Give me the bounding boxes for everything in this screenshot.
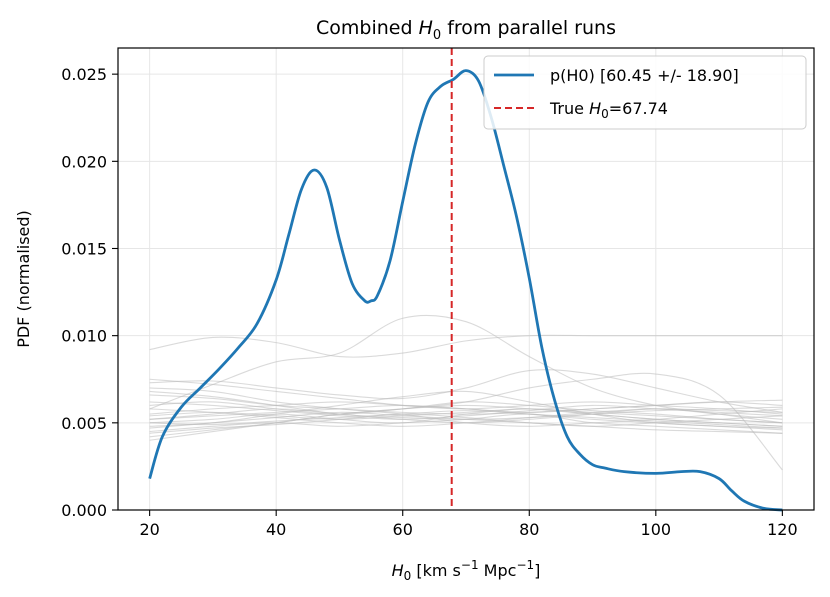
xlabel-subscript: 0 <box>404 569 412 583</box>
main-lines <box>148 48 783 512</box>
legend-true-symbol: H <box>589 99 601 118</box>
y-tick-label: 0.010 <box>61 327 107 346</box>
run-pdf-line <box>149 404 783 438</box>
axis-ticks: 20 40 60 80 100 120 0.000 0.005 0.010 0.015 0.020 0… <box>61 65 797 539</box>
run-pdf-line <box>149 369 783 413</box>
y-axis-label: PDF (normalised) <box>14 210 33 348</box>
xlabel-symbol: H <box>392 561 404 580</box>
title-symbol: H <box>419 17 433 39</box>
run-pdf-line <box>149 413 783 434</box>
run-pdf-line <box>149 390 783 420</box>
x-tick-label: 40 <box>266 520 286 539</box>
xlabel-unit-b: Mpc <box>479 561 517 580</box>
xlabel-superscript-1: −1 <box>461 558 479 572</box>
y-tick-label: 0.015 <box>61 239 107 258</box>
chart-title: Combined H0 from parallel runs <box>316 17 616 43</box>
y-tick-label: 0.025 <box>61 65 107 84</box>
run-pdf-line <box>149 408 783 427</box>
x-tick-label: 100 <box>641 520 672 539</box>
title-prefix: Combined <box>316 17 419 39</box>
x-tick-label: 120 <box>767 520 798 539</box>
x-tick-label: 20 <box>139 520 159 539</box>
title-suffix: from parallel runs <box>441 17 616 39</box>
legend-box <box>483 55 807 130</box>
run-pdf-line <box>149 404 783 429</box>
legend-true-suffix: =67.74 <box>609 99 668 118</box>
plot-frame <box>117 47 815 511</box>
xlabel-unit-a: [km s <box>411 561 461 580</box>
combined-pdf-line <box>148 69 783 512</box>
legend-true-prefix: True <box>549 99 589 118</box>
xlabel-superscript-2: −1 <box>516 558 534 572</box>
title-subscript: 0 <box>433 28 441 43</box>
x-axis-label: H0 [km s−1 Mpc−1] <box>392 558 541 583</box>
xlabel-unit-c: ] <box>534 561 540 580</box>
x-tick-label: 60 <box>393 520 413 539</box>
run-pdf-line <box>149 408 783 424</box>
legend: p(H0) [60.45 +/- 18.90] True H0=67.74 <box>483 55 807 130</box>
run-pdf-lines <box>149 314 783 471</box>
run-pdf-line <box>149 314 783 424</box>
legend-true-subscript: 0 <box>601 107 609 121</box>
legend-combined-label: p(H0) [60.45 +/- 18.90] <box>550 66 739 85</box>
run-pdf-line <box>149 394 783 415</box>
x-tick-label: 80 <box>519 520 539 539</box>
run-pdf-line <box>149 334 783 358</box>
y-tick-label: 0.020 <box>61 152 107 171</box>
run-pdf-line <box>149 401 783 424</box>
y-tick-label: 0.005 <box>61 414 107 433</box>
y-tick-label: 0.000 <box>61 501 107 520</box>
legend-true-label: True H0=67.74 <box>549 99 668 121</box>
